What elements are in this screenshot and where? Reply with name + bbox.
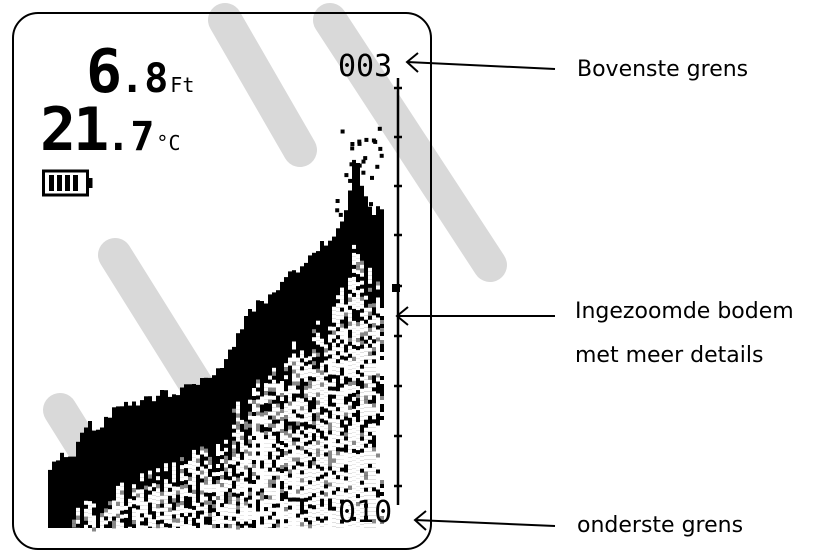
callout-upper-limit: Bovenste grens xyxy=(577,57,749,82)
echo-column-23 xyxy=(140,400,144,528)
depth-unit: Ft xyxy=(170,73,195,97)
sonar-screen-frame xyxy=(12,12,432,550)
callout-lower-limit: onderste grens xyxy=(577,513,744,538)
echo-column-58 xyxy=(280,281,284,528)
echo-column-34 xyxy=(184,384,188,528)
echo-column-35 xyxy=(188,384,192,528)
echo-column-28 xyxy=(160,390,164,528)
scale-bottom-label: 010 xyxy=(338,495,393,530)
echo-column-7 xyxy=(76,441,80,528)
depth-decimal: .8 xyxy=(120,56,169,102)
echo-column-48 xyxy=(240,329,244,528)
echo-column-24 xyxy=(144,396,148,528)
depth-readout: 6.8 Ft xyxy=(86,42,194,102)
echo-column-63 xyxy=(300,266,304,528)
echo-column-27 xyxy=(156,395,160,528)
echo-column-11 xyxy=(92,430,96,528)
echo-column-25 xyxy=(148,396,152,528)
echo-column-61 xyxy=(292,270,296,528)
depth-integer: 6 xyxy=(86,37,122,107)
echo-column-16 xyxy=(112,407,116,528)
echo-column-41 xyxy=(212,375,216,528)
callout-zoomed-bottom-line1: Ingezoomde bodem xyxy=(575,299,794,324)
echo-column-17 xyxy=(116,406,120,528)
echo-column-6 xyxy=(72,456,76,528)
echo-column-13 xyxy=(100,427,104,528)
echo-column-18 xyxy=(120,406,124,528)
echo-column-21 xyxy=(132,401,136,528)
arrow-middle xyxy=(395,306,555,326)
scale-top-label: 003 xyxy=(338,49,393,84)
echo-column-31 xyxy=(172,394,176,528)
echo-column-12 xyxy=(96,429,100,528)
echo-column-14 xyxy=(104,416,108,528)
temperature-readout: 21.7 °C xyxy=(40,100,181,160)
echo-column-0 xyxy=(48,469,52,528)
callout-zoomed-bottom-line2: met meer details xyxy=(575,343,764,368)
echo-column-43 xyxy=(220,368,224,528)
arrow-bottom xyxy=(413,510,556,531)
echo-column-4 xyxy=(64,457,68,528)
echo-column-2 xyxy=(56,460,60,528)
echo-column-1 xyxy=(52,461,56,528)
echo-column-8 xyxy=(80,432,84,528)
temperature-decimal: .7 xyxy=(106,114,155,160)
temperature-integer: 21 xyxy=(40,95,109,165)
battery-full-icon xyxy=(42,169,93,197)
echo-column-72 xyxy=(336,228,340,529)
echo-column-73 xyxy=(340,221,344,528)
echo-column-9 xyxy=(84,427,88,528)
echo-column-22 xyxy=(136,405,140,528)
echo-column-3 xyxy=(60,452,64,528)
echo-column-55 xyxy=(268,294,272,528)
echo-column-26 xyxy=(152,401,156,528)
echo-column-30 xyxy=(168,396,172,528)
echo-column-20 xyxy=(128,405,132,528)
echo-column-59 xyxy=(284,277,288,528)
echo-column-5 xyxy=(68,456,72,528)
echo-column-32 xyxy=(176,395,180,528)
echo-column-10 xyxy=(88,421,92,528)
echo-column-19 xyxy=(124,401,128,528)
temperature-unit: °C xyxy=(156,131,181,155)
echo-column-40 xyxy=(208,377,212,528)
echo-column-46 xyxy=(232,346,236,528)
echo-column-79 xyxy=(364,196,368,529)
echo-column-15 xyxy=(108,417,112,528)
echo-column-29 xyxy=(164,390,168,528)
arrow-top xyxy=(405,52,556,73)
echo-column-45 xyxy=(228,349,232,528)
